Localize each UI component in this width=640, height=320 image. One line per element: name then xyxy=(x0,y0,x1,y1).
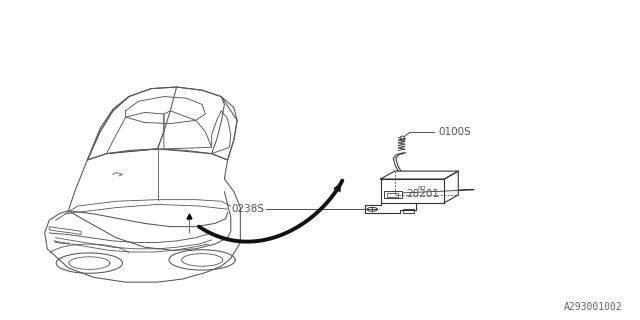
Bar xyxy=(403,209,414,213)
Text: 0100S: 0100S xyxy=(438,127,470,137)
Text: A293001002: A293001002 xyxy=(564,302,623,312)
Bar xyxy=(387,193,398,197)
Text: 28201: 28201 xyxy=(406,188,439,198)
Text: FD: FD xyxy=(418,186,426,191)
Bar xyxy=(385,191,402,198)
Text: 0238S: 0238S xyxy=(231,204,264,214)
